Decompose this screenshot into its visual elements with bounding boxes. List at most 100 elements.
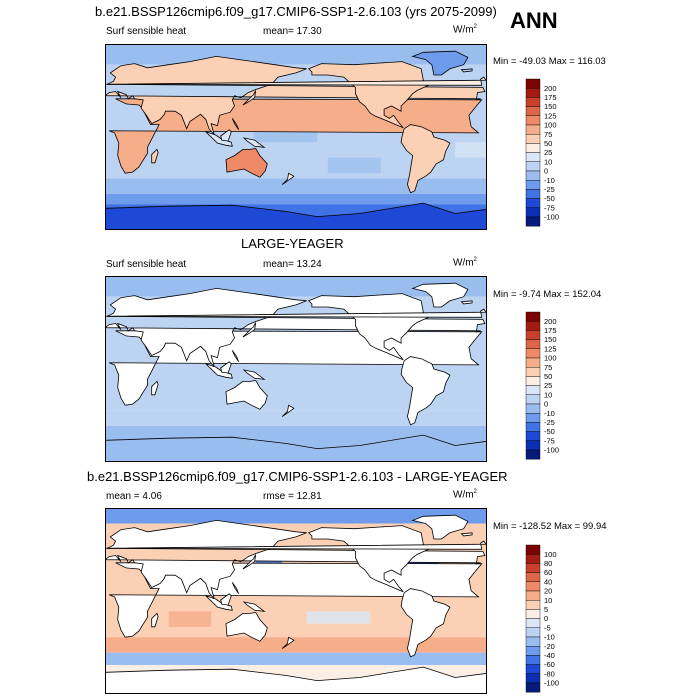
colorbar1-box xyxy=(525,124,541,135)
map1-ocean-band xyxy=(105,193,487,205)
map1-land-madagascar xyxy=(151,148,159,164)
colorbar3-box xyxy=(525,600,541,610)
map2-land-eurasia xyxy=(105,287,486,368)
colorbar3-tick-label: 10 xyxy=(544,596,552,605)
map3-land-newguinea xyxy=(242,601,266,612)
map3-field-patch xyxy=(168,611,212,627)
map3-ocean-band xyxy=(105,637,487,653)
panel2-minmax: Min = -9.74 Max = 152.04 xyxy=(493,289,602,300)
colorbar2-box xyxy=(525,376,541,386)
season-label: ANN xyxy=(510,8,558,33)
colorbar3-box xyxy=(525,609,541,619)
colorbar2-box xyxy=(525,367,541,377)
colorbar3-box xyxy=(525,572,541,583)
map3-land-iceland xyxy=(460,532,473,537)
colorbar2-tick-label: 25 xyxy=(544,381,552,390)
colorbar2-box xyxy=(525,412,541,423)
map3-field-patch xyxy=(407,557,440,568)
colorbar1-box xyxy=(525,134,541,144)
map3-land-antarctica xyxy=(105,666,487,694)
map3-land-australia xyxy=(225,611,268,642)
colorbar2-tick-label: -25 xyxy=(544,418,555,427)
colorbar2-box xyxy=(525,403,541,414)
map2-land-newguinea xyxy=(242,369,266,380)
map2-land-s_america xyxy=(400,356,451,426)
map1-land-newguinea xyxy=(242,137,266,148)
colorbar3-box xyxy=(525,645,541,656)
colorbar1-box xyxy=(525,87,541,98)
colorbar1-tick-label: -50 xyxy=(544,194,555,203)
panel1-map xyxy=(105,44,487,230)
map2-land-australia xyxy=(225,379,268,410)
colorbar2-box xyxy=(525,311,541,322)
colorbar1-tick-label: 0 xyxy=(544,167,548,176)
panel2-title: LARGE-YEAGER xyxy=(241,236,344,251)
colorbar3-tick-label: -10 xyxy=(544,633,555,642)
colorbar3-tick-label: 100 xyxy=(544,550,557,559)
map3-land-africa xyxy=(109,562,483,638)
panel1-minmax: Min = -49.03 Max = 116.03 xyxy=(493,56,606,67)
colorbar1-tick-label: 150 xyxy=(544,102,557,111)
colorbar2-box xyxy=(525,394,541,405)
colorbar2-box xyxy=(525,330,541,340)
colorbar3-box xyxy=(525,553,541,564)
colorbar2-box xyxy=(525,431,541,441)
colorbar3-tick-label: -80 xyxy=(544,669,555,678)
panel1-units-label: W/m2 xyxy=(453,24,477,36)
colorbar1-box xyxy=(525,207,541,218)
map3-ocean-band xyxy=(105,508,487,524)
map3-frame xyxy=(105,508,487,694)
map1-land-africa xyxy=(109,98,483,174)
colorbar3-tick-label: -20 xyxy=(544,642,555,651)
colorbar2-box xyxy=(525,422,541,432)
colorbar3-tick-label: 20 xyxy=(544,587,552,596)
colorbar1-tick-label: 100 xyxy=(544,121,557,130)
colorbar1-box xyxy=(525,143,541,153)
map1-land-japan xyxy=(242,90,257,106)
colorbar1-box xyxy=(525,216,541,227)
colorbar2-box xyxy=(525,440,541,451)
map1-land-uk xyxy=(106,76,487,86)
colorbar1-box xyxy=(525,170,541,181)
colorbar2-tick-label: 125 xyxy=(544,344,557,353)
map1-land-newzealand xyxy=(281,172,295,185)
colorbar3-tick-label: -5 xyxy=(544,623,551,632)
map1-land-philippines xyxy=(231,118,240,131)
map1-land-s_america xyxy=(400,124,451,194)
map1-ocean-band xyxy=(105,178,487,194)
colorbar1-box xyxy=(525,161,541,172)
colorbar2-tick-label: 175 xyxy=(544,326,557,335)
colorbar2-box xyxy=(525,348,541,359)
colorbar1-tick-label: 25 xyxy=(544,148,552,157)
map2-land-n_america xyxy=(307,293,430,361)
colorbar3-box xyxy=(525,618,541,628)
map3-land-n_america xyxy=(307,525,430,593)
colorbar1-tick-label: -10 xyxy=(544,176,555,185)
colorbar3-tick-label: 60 xyxy=(544,568,552,577)
map3-land-newzealand xyxy=(281,636,295,649)
colorbar1-tick-label: 50 xyxy=(544,139,552,148)
colorbar3-box xyxy=(525,682,541,693)
map3-land-eurasia xyxy=(105,519,486,600)
map1-land-iceland xyxy=(460,68,473,73)
colorbar2-box xyxy=(525,449,541,460)
map3-land-indonesia xyxy=(205,595,233,611)
map3-land-borneo xyxy=(220,593,232,606)
colorbar2-tick-label: -100 xyxy=(544,446,559,455)
colorbar1-tick-label: 200 xyxy=(544,84,557,93)
colorbar3-tick-label: -60 xyxy=(544,660,555,669)
colorbar2-tick-label: 150 xyxy=(544,335,557,344)
colorbar3-tick-label: 5 xyxy=(544,605,548,614)
colorbar3-box xyxy=(525,590,541,601)
colorbar3-box xyxy=(525,544,541,555)
map2-land-antarctica xyxy=(105,434,487,462)
colorbar2-box xyxy=(525,385,541,395)
colorbar2-tick-label: 100 xyxy=(544,354,557,363)
map2-land-borneo xyxy=(220,361,232,374)
colorbar1-tick-label: 75 xyxy=(544,130,552,139)
map3-land-uk xyxy=(106,540,487,550)
panel1-variable-label: Surf sensible heat xyxy=(106,26,187,37)
